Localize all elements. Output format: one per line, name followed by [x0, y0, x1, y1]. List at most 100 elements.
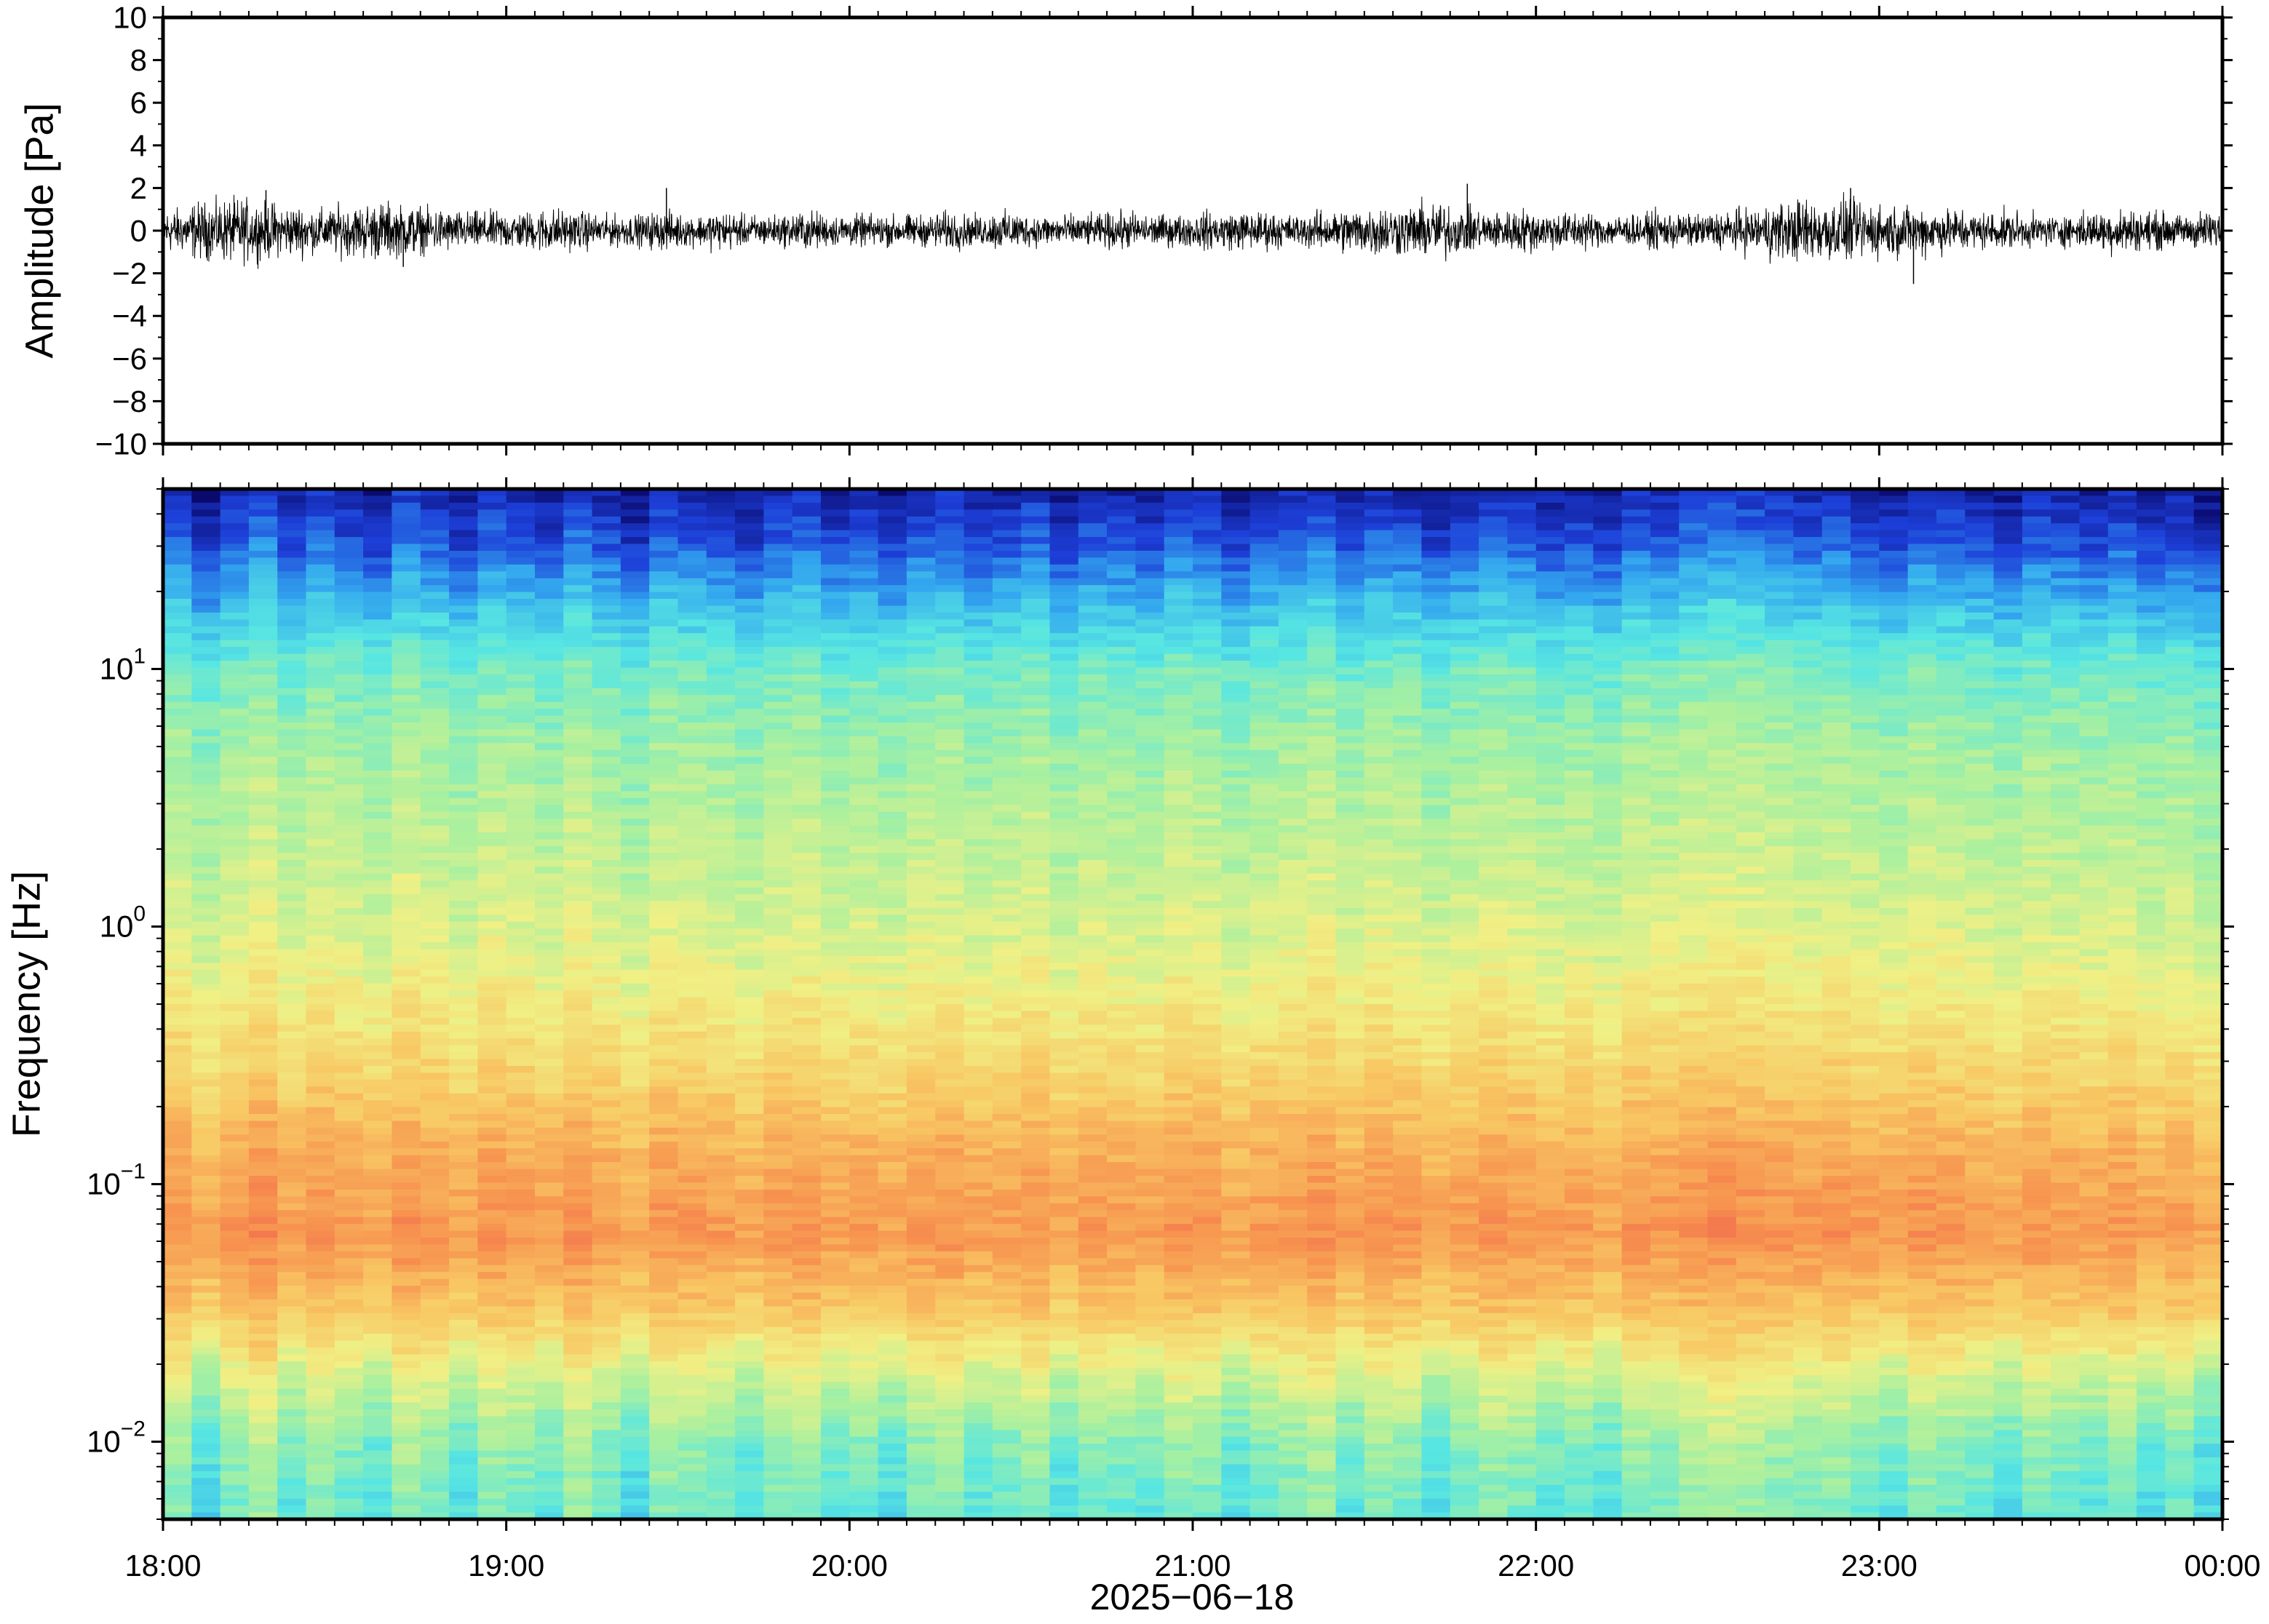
spectrogram-cell — [420, 1292, 450, 1300]
spectrogram-cell — [992, 1107, 1022, 1115]
spectrogram-cell — [1021, 915, 1051, 923]
spectrogram-cell — [163, 1079, 193, 1087]
spectrogram-cell — [677, 736, 707, 744]
spectrogram-cell — [220, 1492, 250, 1500]
spectrogram-cell — [821, 619, 851, 627]
spectrogram-cell — [163, 805, 193, 813]
spectrogram-cell — [449, 811, 479, 819]
spectrogram-cell — [420, 1299, 450, 1307]
spectrogram-cell — [306, 1320, 335, 1328]
spectrogram-cell — [334, 626, 364, 634]
spectrogram-cell — [477, 935, 507, 943]
spectrogram-cell — [535, 867, 565, 875]
spectrogram-cell — [1021, 1436, 1051, 1444]
spectrogram-cell — [506, 928, 536, 936]
spectrogram-cell — [821, 935, 851, 943]
spectrogram-cell — [963, 1176, 993, 1184]
spectrogram-cell — [248, 1361, 278, 1369]
spectrogram-cell — [906, 990, 936, 998]
spectrogram-cell — [992, 1072, 1022, 1080]
spectrogram-cell — [163, 1203, 193, 1211]
spectrogram-cell — [649, 1340, 679, 1348]
spectrogram-cell — [849, 1313, 879, 1321]
spectrogram-cell — [477, 771, 507, 779]
spectrogram-cell — [306, 1436, 335, 1444]
spectrogram-cell — [792, 1382, 822, 1390]
spectrogram-cell — [220, 1470, 250, 1479]
spectrogram-cell — [763, 859, 793, 867]
spectrogram-cell — [392, 502, 421, 511]
spectrogram-cell — [334, 1079, 364, 1087]
spectrogram-cell — [620, 777, 650, 785]
spectrogram-cell — [220, 1217, 250, 1225]
spectrogram-cell — [420, 928, 450, 936]
spectrogram-cell — [277, 1402, 307, 1410]
spectrogram-cell — [392, 1230, 421, 1238]
spectrogram-cell — [191, 523, 221, 531]
spectrogram-cell — [277, 1038, 307, 1046]
spectrogram-cell — [535, 564, 565, 572]
spectrogram-cell — [763, 502, 793, 511]
spectrogram-cell — [935, 832, 965, 840]
spectrogram-cell — [306, 1134, 335, 1142]
spectrogram-cell — [592, 1155, 621, 1163]
spectrogram-cell — [535, 1278, 565, 1286]
spectrogram-cell — [248, 1024, 278, 1032]
spectrogram-cell — [392, 1450, 421, 1458]
spectrogram-cell — [649, 997, 679, 1005]
spectrogram-cell — [449, 599, 479, 607]
spectrogram-cell — [363, 1354, 393, 1362]
spectrogram-cell — [1049, 1107, 1079, 1115]
spectrogram-cell — [992, 1066, 1022, 1074]
spectrogram-cell — [649, 1182, 679, 1190]
spectrogram-cell — [449, 997, 479, 1005]
spectrogram-cell — [477, 1436, 507, 1444]
spectrogram-cell — [620, 935, 650, 943]
spectrogram-cell — [535, 1354, 565, 1362]
spectrogram-cell — [506, 955, 536, 964]
spectrogram-cell — [477, 873, 507, 881]
spectrogram-cell — [735, 509, 765, 517]
spectrogram-cell — [992, 715, 1022, 723]
spectrogram-cell — [420, 791, 450, 799]
spectrogram-cell — [191, 867, 221, 875]
spectrogram-cell — [535, 873, 565, 881]
spectrogram-cell — [277, 626, 307, 634]
spectrogram-cell — [935, 771, 965, 779]
spectrogram-cell — [220, 935, 250, 943]
spectrogram-cell — [735, 969, 765, 977]
spectrogram-cell — [963, 502, 993, 511]
spectrogram-cell — [392, 1066, 421, 1074]
waveform-frame — [161, 15, 2225, 446]
spectrogram-cell — [1021, 1244, 1051, 1252]
spectrogram-cell — [306, 661, 335, 669]
spectrogram-cell — [821, 1217, 851, 1225]
spectrogram-cell — [248, 901, 278, 909]
spectrogram-cell — [735, 516, 765, 524]
spectrogram-cell — [163, 853, 193, 861]
spectrogram-cell — [1021, 1457, 1051, 1465]
spectrogram-cell — [420, 1464, 450, 1472]
spectrogram-cell — [334, 963, 364, 971]
spectrogram-cell — [821, 963, 851, 971]
spectrogram-cell — [277, 825, 307, 833]
spectrogram-cell — [706, 784, 736, 792]
spectrogram-cell — [392, 729, 421, 737]
spectrogram-cell — [592, 839, 621, 847]
spectrogram-cell — [992, 1038, 1022, 1046]
spectrogram-cell — [449, 949, 479, 957]
spectrogram-cell — [878, 777, 907, 785]
spectrogram-cell — [735, 1348, 765, 1356]
spectrogram-cell — [477, 681, 507, 689]
spectrogram-cell — [849, 1388, 879, 1396]
spectrogram-cell — [449, 777, 479, 785]
spectrogram-cell — [506, 1169, 536, 1177]
spectrogram-cell — [878, 1066, 907, 1074]
spectrogram-cell — [735, 1464, 765, 1472]
spectrogram-cell — [735, 901, 765, 909]
spectrogram-cell — [191, 1155, 221, 1163]
spectrogram-cell — [535, 1306, 565, 1314]
spectrogram-cell — [706, 1169, 736, 1177]
spectrogram-cell — [849, 1498, 879, 1506]
spectrogram-cell — [849, 1230, 879, 1238]
